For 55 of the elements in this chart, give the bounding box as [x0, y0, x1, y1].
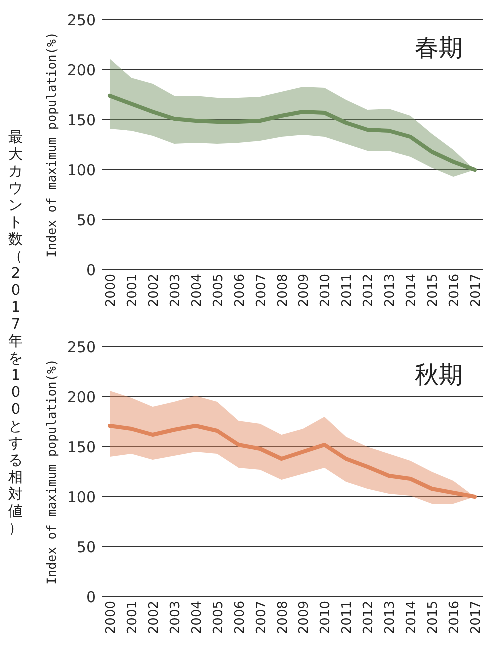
y-tick-label: 100	[67, 161, 96, 180]
x-tick-label: 2001	[125, 601, 140, 634]
y-tick-label: 250	[67, 11, 96, 30]
x-tick-label: 2008	[276, 601, 291, 634]
y-tick-label: 250	[67, 338, 96, 356]
x-tick-label: 2000	[104, 601, 119, 634]
line-series	[108, 94, 477, 172]
x-tick-label: 2017	[469, 601, 484, 634]
x-tick-label: 2012	[362, 274, 377, 308]
x-tick-label: 2008	[276, 274, 291, 308]
x-tick-label: 2016	[448, 601, 463, 634]
x-tick-label: 2012	[362, 601, 377, 634]
x-tick-label: 2009	[297, 274, 312, 308]
y-tick-label: 50	[76, 538, 96, 556]
line-series	[108, 424, 477, 499]
x-tick-label: 2013	[383, 601, 398, 634]
text: 春期	[415, 34, 463, 62]
x-tick-label: 2013	[383, 274, 398, 308]
x-tick-label: 2014	[404, 601, 420, 634]
y-tick-label: 200	[67, 61, 96, 80]
y-axis-title: Index of maximum population(%)	[44, 359, 59, 585]
text: 秋期	[415, 361, 463, 389]
x-tick-label: 2004	[190, 274, 205, 308]
y-tick-label: 150	[67, 111, 96, 130]
y-tick-label: 50	[76, 211, 96, 230]
x-tick-label: 2002	[146, 601, 162, 634]
x-tick-label: 2014	[404, 274, 420, 308]
x-tick-label: 2001	[125, 274, 140, 308]
y-axis-title: Index of maximum population(%)	[44, 32, 59, 258]
x-tick-label: 2007	[254, 601, 270, 634]
x-tick-label: 2005	[211, 601, 226, 634]
x-tick-label: 2017	[469, 274, 484, 308]
x-tick-label: 2015	[426, 274, 442, 308]
text: 最大カウント数（2017年を100とする相対値）	[8, 130, 24, 537]
x-tick-label: 2000	[104, 274, 119, 308]
x-tick-label: 2011	[340, 274, 356, 308]
y-tick-label: 0	[86, 261, 96, 280]
x-tick-label: 2003	[168, 601, 184, 634]
x-tick-label: 2011	[340, 601, 356, 634]
x-tick-label: 2002	[146, 274, 162, 308]
y-tick-label: 200	[67, 388, 96, 406]
y-tick-label: 0	[86, 588, 96, 606]
x-tick-label: 2006	[232, 601, 248, 634]
x-tick-label: 2015	[426, 601, 442, 634]
x-tick-label: 2009	[297, 601, 312, 634]
x-tick-label: 2006	[232, 274, 248, 308]
y-tick-label: 150	[67, 438, 96, 456]
x-tick-label: 2004	[190, 601, 205, 634]
x-tick-label: 2016	[448, 274, 463, 308]
x-tick-label: 2010	[318, 601, 334, 634]
y-tick-label: 100	[67, 488, 96, 506]
x-tick-label: 2007	[254, 274, 270, 308]
x-tick-label: 2005	[211, 274, 226, 308]
x-tick-label: 2003	[168, 274, 184, 308]
x-tick-label: 2010	[318, 274, 334, 308]
